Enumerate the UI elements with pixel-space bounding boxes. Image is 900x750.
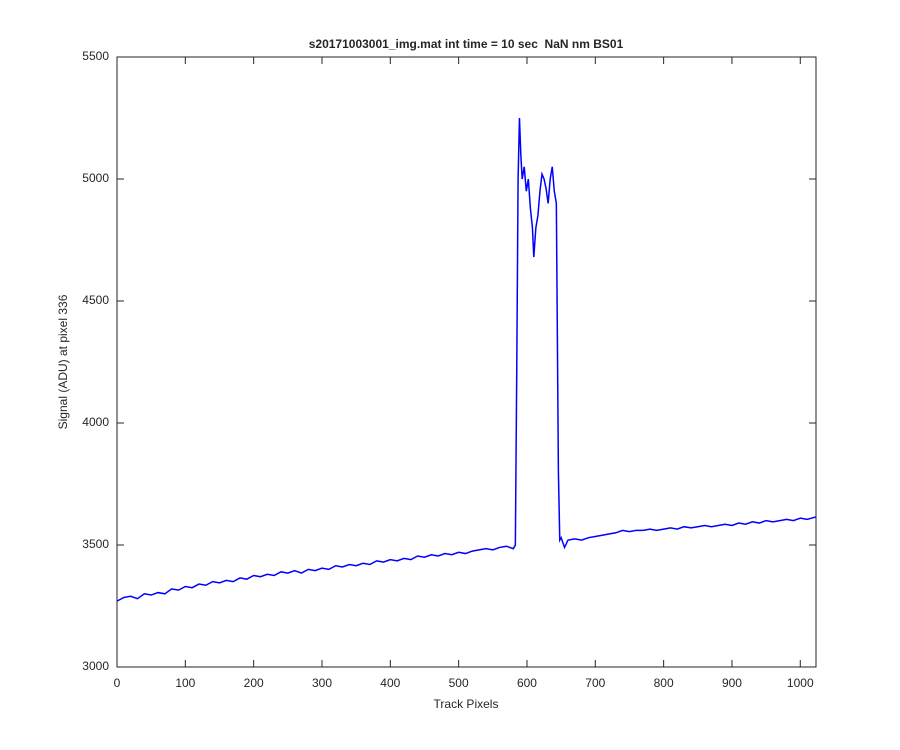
- x-tick-label: 400: [380, 676, 400, 690]
- data-line: [116, 117, 817, 602]
- y-tick-label: 3000: [82, 659, 109, 673]
- x-tick-label: 900: [722, 676, 742, 690]
- x-tick-label: 700: [585, 676, 605, 690]
- x-tick-label: 300: [312, 676, 332, 690]
- y-tick-label: 5000: [82, 171, 109, 185]
- x-tick-label: 600: [517, 676, 537, 690]
- plot-area: [116, 56, 817, 668]
- y-tick-label: 4000: [82, 415, 109, 429]
- x-tick-label: 800: [654, 676, 674, 690]
- x-tick-label: 500: [449, 676, 469, 690]
- x-axis-label: Track Pixels: [434, 697, 499, 711]
- y-axis-label: Signal (ADU) at pixel 336: [56, 294, 70, 429]
- chart-title: s20171003001_img.mat int time = 10 sec N…: [309, 37, 624, 51]
- y-tick-label: 3500: [82, 537, 109, 551]
- x-tick-label: 0: [114, 676, 121, 690]
- y-tick-label: 5500: [82, 49, 109, 63]
- y-tick-label: 4500: [82, 293, 109, 307]
- x-tick-label: 1000: [787, 676, 814, 690]
- x-tick-label: 200: [244, 676, 264, 690]
- x-tick-label: 100: [175, 676, 195, 690]
